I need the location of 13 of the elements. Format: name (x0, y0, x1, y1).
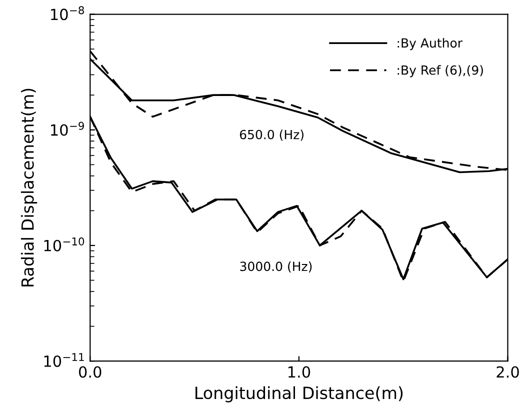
y-tick-label: 10$^{−9}$ (51, 122, 84, 136)
x-tick-label: 1.0 (288, 366, 310, 378)
x-tick-label: 2.0 (496, 366, 519, 378)
legend-label: :By Author (398, 38, 463, 50)
y-axis-title: Radial Displacement(m) (20, 88, 38, 286)
annotation: 650.0 (Hz) (240, 130, 304, 141)
annotation: 3000.0 (Hz) (240, 261, 312, 273)
legend-label: :By Ref (6),(9) (398, 65, 483, 78)
y-tick-label: 10$^{−11}$ (44, 353, 84, 367)
y-tick-label: 10$^{−10}$ (44, 237, 84, 252)
y-tick-label: 10$^{−8}$ (51, 6, 84, 20)
x-axis-title: Longitudinal Distance(m) (196, 386, 403, 402)
x-tick-label: 0.0 (78, 366, 102, 378)
